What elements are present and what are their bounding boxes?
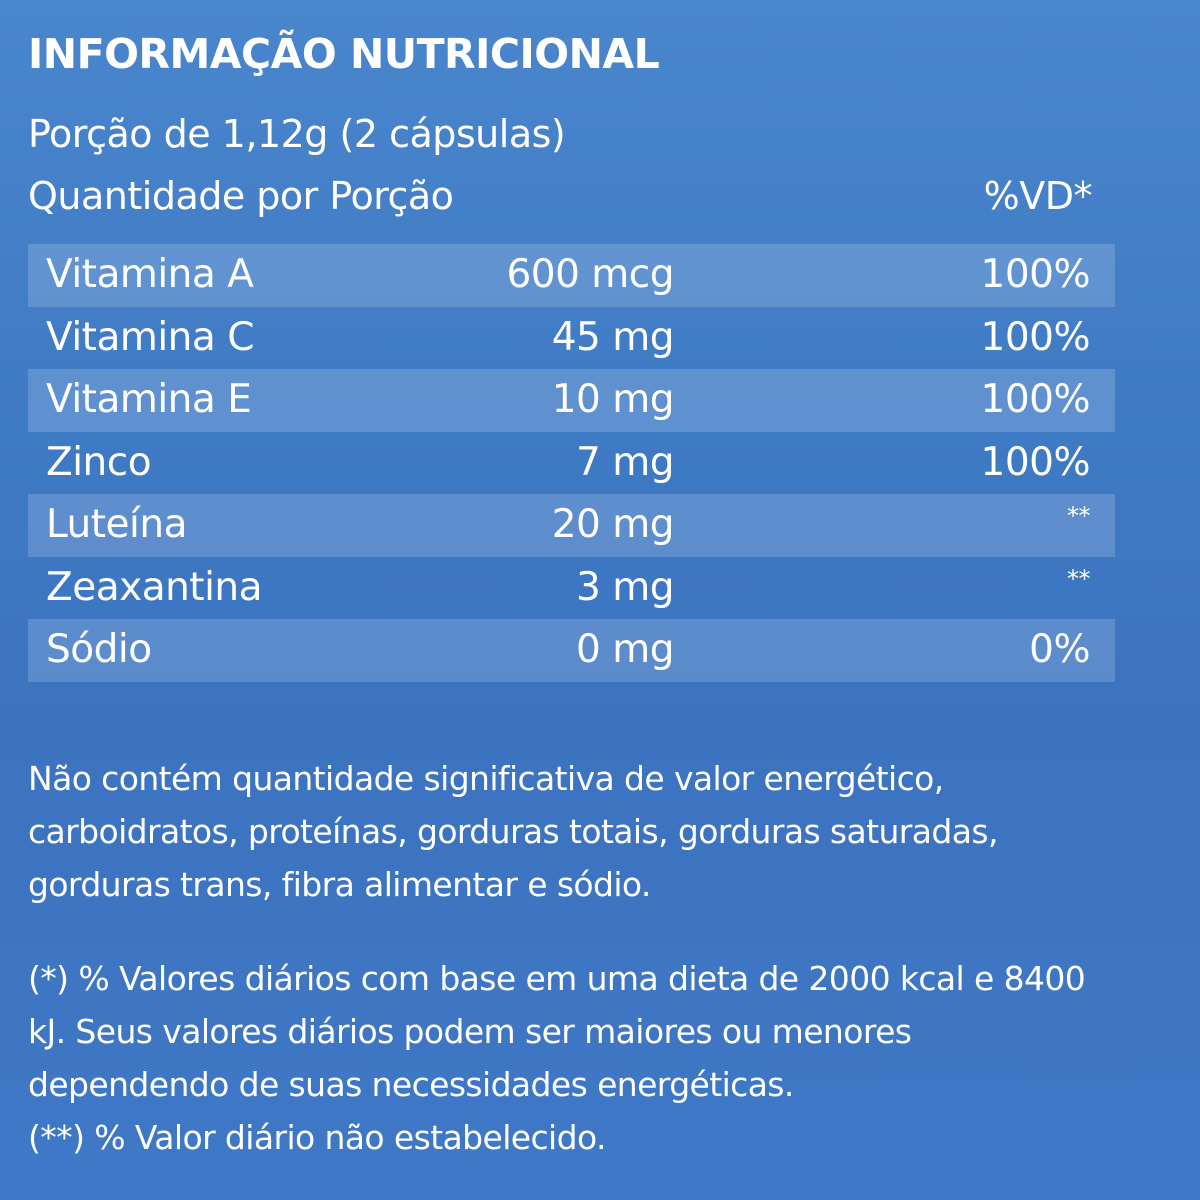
nutrient-daily-value: 0% [1029, 627, 1090, 672]
daily-value-label: %VD* [983, 174, 1093, 218]
footnote-line: (*) % Valores diários com base em uma di… [28, 959, 1086, 998]
table-row: Zeaxantina 3 mg ** [28, 557, 1115, 620]
footnote-line: kJ. Seus valores diários podem ser maior… [28, 1012, 912, 1051]
serving-size: Porção de 1,12g (2 cápsulas) [28, 112, 566, 156]
nutrient-amount: 7 mg [576, 439, 674, 485]
table-row: Vitamina C 45 mg 100% [28, 307, 1115, 370]
table-header: Quantidade por Porção %VD* [28, 174, 1093, 226]
quantity-per-serving-label: Quantidade por Porção [28, 174, 454, 218]
footnote-line: (**) % Valor diário não estabelecido. [28, 1118, 606, 1157]
nutrient-daily-value: 100% [980, 314, 1091, 360]
table-row: Vitamina A 600 mcg 100% [28, 244, 1115, 307]
nutrient-name: Sódio [46, 627, 152, 672]
nutrient-table: Vitamina A 600 mcg 100% Vitamina C 45 mg… [28, 244, 1115, 682]
nutrient-name: Vitamina C [46, 314, 254, 360]
table-row: Vitamina E 10 mg 100% [28, 369, 1115, 432]
nutrient-amount: 600 mcg [506, 252, 674, 297]
nutrient-amount: 45 mg [551, 314, 675, 360]
nutrient-daily-value: 100% [980, 252, 1091, 297]
nutrient-name: Zinco [46, 439, 152, 485]
note-line: Não contém quantidade significativa de v… [28, 759, 944, 798]
nutrient-name: Vitamina A [46, 252, 254, 297]
nutrient-daily-value: ** [1067, 564, 1091, 593]
nutrient-name: Luteína [46, 502, 188, 547]
nutrition-title: INFORMAÇÃO NUTRICIONAL [28, 30, 660, 78]
nutrient-name: Zeaxantina [46, 564, 263, 610]
nutrient-daily-value: 100% [980, 377, 1091, 422]
note-line: carboidratos, proteínas, gorduras totais… [28, 812, 998, 851]
nutrient-name: Vitamina E [46, 377, 252, 422]
table-row: Zinco 7 mg 100% [28, 432, 1115, 495]
nutrient-amount: 20 mg [551, 502, 675, 547]
note-line: gorduras trans, fibra alimentar e sódio. [28, 865, 651, 904]
footnote-line: dependendo de suas necessidades energéti… [28, 1065, 794, 1104]
nutrient-daily-value: ** [1067, 502, 1091, 530]
nutrient-amount: 0 mg [576, 627, 674, 672]
table-row: Luteína 20 mg ** [28, 494, 1115, 557]
nutrient-amount: 3 mg [576, 564, 674, 610]
nutrient-daily-value: 100% [980, 439, 1091, 485]
nutrient-amount: 10 mg [551, 377, 675, 422]
nutrition-note: Não contém quantidade significativa de v… [28, 752, 1178, 911]
table-row: Sódio 0 mg 0% [28, 619, 1115, 682]
footnotes: (*) % Valores diários com base em uma di… [28, 952, 1178, 1164]
